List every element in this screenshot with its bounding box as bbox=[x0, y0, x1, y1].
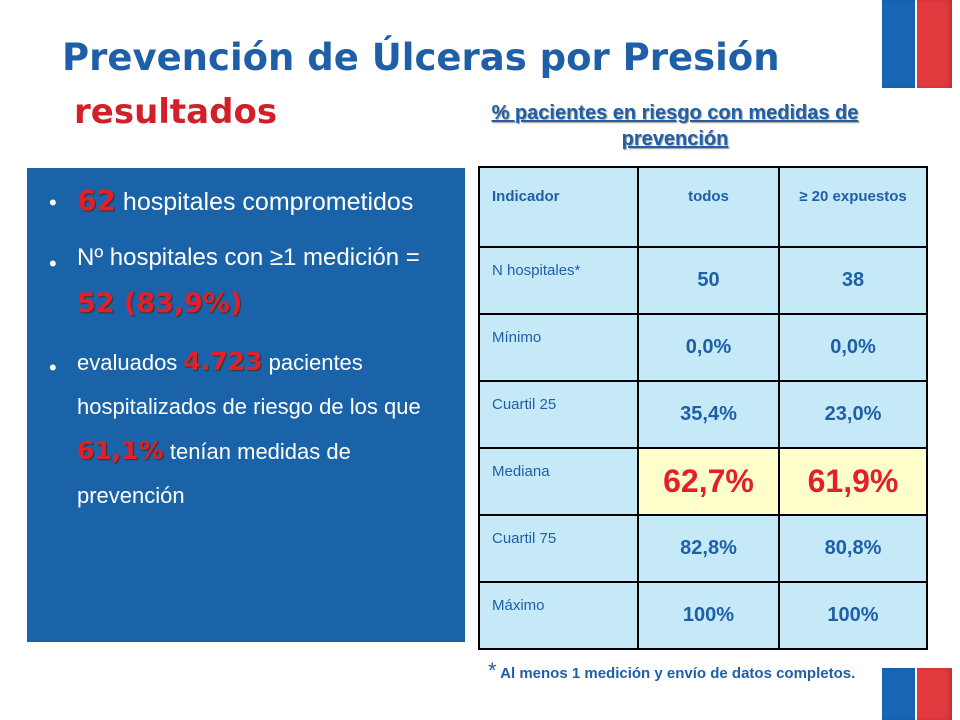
bullet-text: pacientes hospitalizados de riesgo de lo… bbox=[77, 350, 421, 419]
footnote-star: * bbox=[488, 658, 497, 683]
table-row: Mínimo 0,0% 0,0% bbox=[478, 313, 928, 382]
row-label: N hospitales* bbox=[478, 246, 639, 315]
cell-expuestos: 100% bbox=[778, 581, 928, 650]
highlight-porcentaje: 61,1% bbox=[77, 436, 164, 465]
bullet-text: tenían medidas de prevención bbox=[77, 439, 351, 508]
page-subtitle: resultados bbox=[74, 92, 278, 132]
row-label: Máximo bbox=[478, 581, 639, 650]
bullet-text: evaluados bbox=[77, 350, 184, 375]
cell-expuestos: 61,9% bbox=[778, 447, 928, 516]
bullet-icon: • bbox=[49, 190, 57, 215]
row-label: Mediana bbox=[478, 447, 639, 516]
results-table: Indicador todos ≥ 20 expuestos N hospita… bbox=[478, 166, 928, 650]
highlight-mediciones: 52 (83,9%) bbox=[77, 288, 243, 319]
highlight-hospitales: 62 bbox=[77, 184, 116, 217]
flag-decoration-top bbox=[882, 0, 952, 88]
cell-expuestos: 23,0% bbox=[778, 380, 928, 449]
bullet-text: hospitales comprometidos bbox=[115, 188, 414, 216]
table-title: % pacientes en riesgo con medidas de pre… bbox=[491, 102, 859, 150]
cell-expuestos: 0,0% bbox=[778, 313, 928, 382]
footnote-text: Al menos 1 medición y envío de datos com… bbox=[496, 665, 856, 682]
cell-todos: 0,0% bbox=[637, 313, 780, 382]
table-row: Cuartil 25 35,4% 23,0% bbox=[478, 380, 928, 449]
row-label: Cuartil 25 bbox=[478, 380, 639, 449]
highlight-pacientes: 4.723 bbox=[183, 347, 263, 376]
table-header-row: Indicador todos ≥ 20 expuestos bbox=[478, 166, 928, 248]
cell-expuestos: 80,8% bbox=[778, 514, 928, 583]
flag-decoration-bottom bbox=[882, 668, 952, 720]
header-indicador: Indicador bbox=[478, 166, 639, 248]
row-label: Cuartil 75 bbox=[478, 514, 639, 583]
bullet-mediciones: • Nº hospitales con ≥1 medición = 52 (83… bbox=[49, 235, 447, 328]
page-title: Prevención de Úlceras por Presión bbox=[62, 36, 780, 79]
header-expuestos: ≥ 20 expuestos bbox=[778, 166, 928, 248]
cell-todos: 50 bbox=[637, 246, 780, 315]
bullet-icon: • bbox=[49, 355, 57, 380]
bullet-hospitales: • 62 hospitales comprometidos bbox=[49, 182, 447, 221]
cell-todos: 100% bbox=[637, 581, 780, 650]
cell-todos: 82,8% bbox=[637, 514, 780, 583]
cell-todos: 35,4% bbox=[637, 380, 780, 449]
cell-todos: 62,7% bbox=[637, 447, 780, 516]
cell-expuestos: 38 bbox=[778, 246, 928, 315]
summary-panel: • 62 hospitales comprometidos • Nº hospi… bbox=[27, 168, 465, 642]
table-row: Cuartil 75 82,8% 80,8% bbox=[478, 514, 928, 583]
bullet-evaluados: • evaluados 4.723 pacientes hospitalizad… bbox=[49, 340, 447, 518]
row-label: Mínimo bbox=[478, 313, 639, 382]
bullet-text: Nº hospitales con ≥1 medición = bbox=[77, 244, 420, 271]
header-todos: todos bbox=[637, 166, 780, 248]
table-row: N hospitales* 50 38 bbox=[478, 246, 928, 315]
table-row: Máximo 100% 100% bbox=[478, 581, 928, 650]
footnote: * Al menos 1 medición y envío de datos c… bbox=[488, 660, 868, 685]
bullet-icon: • bbox=[49, 251, 57, 276]
table-row-mediana: Mediana 62,7% 61,9% bbox=[478, 447, 928, 516]
